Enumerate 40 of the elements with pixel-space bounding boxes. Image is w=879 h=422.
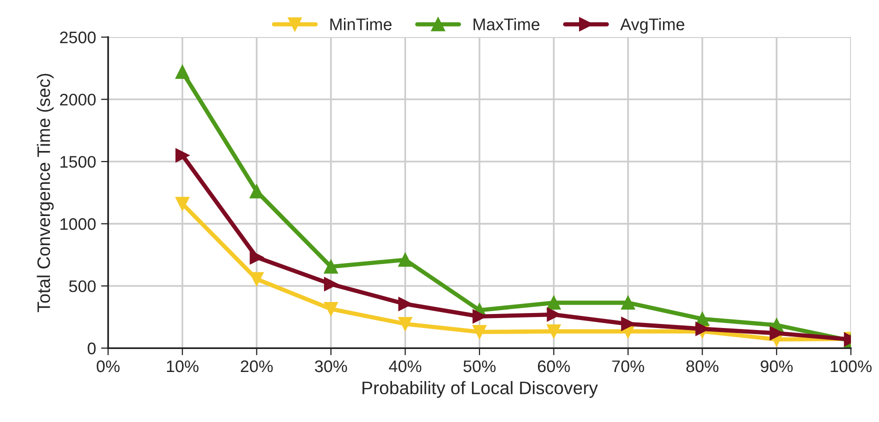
x-tick-label: 30% — [314, 360, 348, 372]
y-tick-label: 2500 — [60, 32, 96, 44]
x-tick-label: 60% — [538, 360, 570, 372]
point — [546, 296, 561, 310]
y-tick-label: 500 — [69, 280, 96, 292]
y-tick-label: 1000 — [60, 218, 96, 230]
x-tick-label: 10% — [166, 360, 198, 372]
x-tick-label: 50% — [463, 360, 496, 372]
point — [398, 316, 412, 331]
x-tick-label: 20% — [240, 360, 273, 372]
point — [324, 277, 338, 292]
point — [324, 260, 338, 274]
x-axis-title: Probability of Local Discovery — [362, 381, 598, 398]
y-tick-label: 0 — [88, 342, 96, 354]
y-axis-title: Total Convergence Time (sec) — [36, 74, 54, 312]
x-tick-label: 80% — [686, 360, 718, 372]
point — [175, 196, 190, 211]
point — [250, 272, 264, 286]
point — [250, 184, 264, 198]
x-tick-label: 0% — [96, 360, 120, 372]
y-tick-label: 2000 — [60, 94, 96, 106]
legend-label: MinTime — [330, 18, 392, 30]
legend-label: AvgTime — [620, 18, 684, 34]
point — [546, 308, 561, 322]
point — [324, 302, 338, 316]
point — [175, 65, 190, 79]
y-tick-label: 1500 — [60, 156, 96, 168]
legend-label: MaxTime — [474, 18, 540, 30]
point — [621, 296, 635, 310]
x-tick-label: 40% — [388, 360, 422, 372]
point — [175, 148, 190, 162]
x-tick-label: 100% — [830, 360, 872, 372]
point — [546, 324, 561, 338]
point — [250, 250, 264, 264]
point — [621, 316, 635, 331]
point — [398, 252, 412, 267]
point — [472, 325, 486, 339]
x-tick-label: 70% — [612, 360, 644, 372]
point — [398, 297, 412, 311]
x-tick-label: 90% — [760, 360, 793, 372]
